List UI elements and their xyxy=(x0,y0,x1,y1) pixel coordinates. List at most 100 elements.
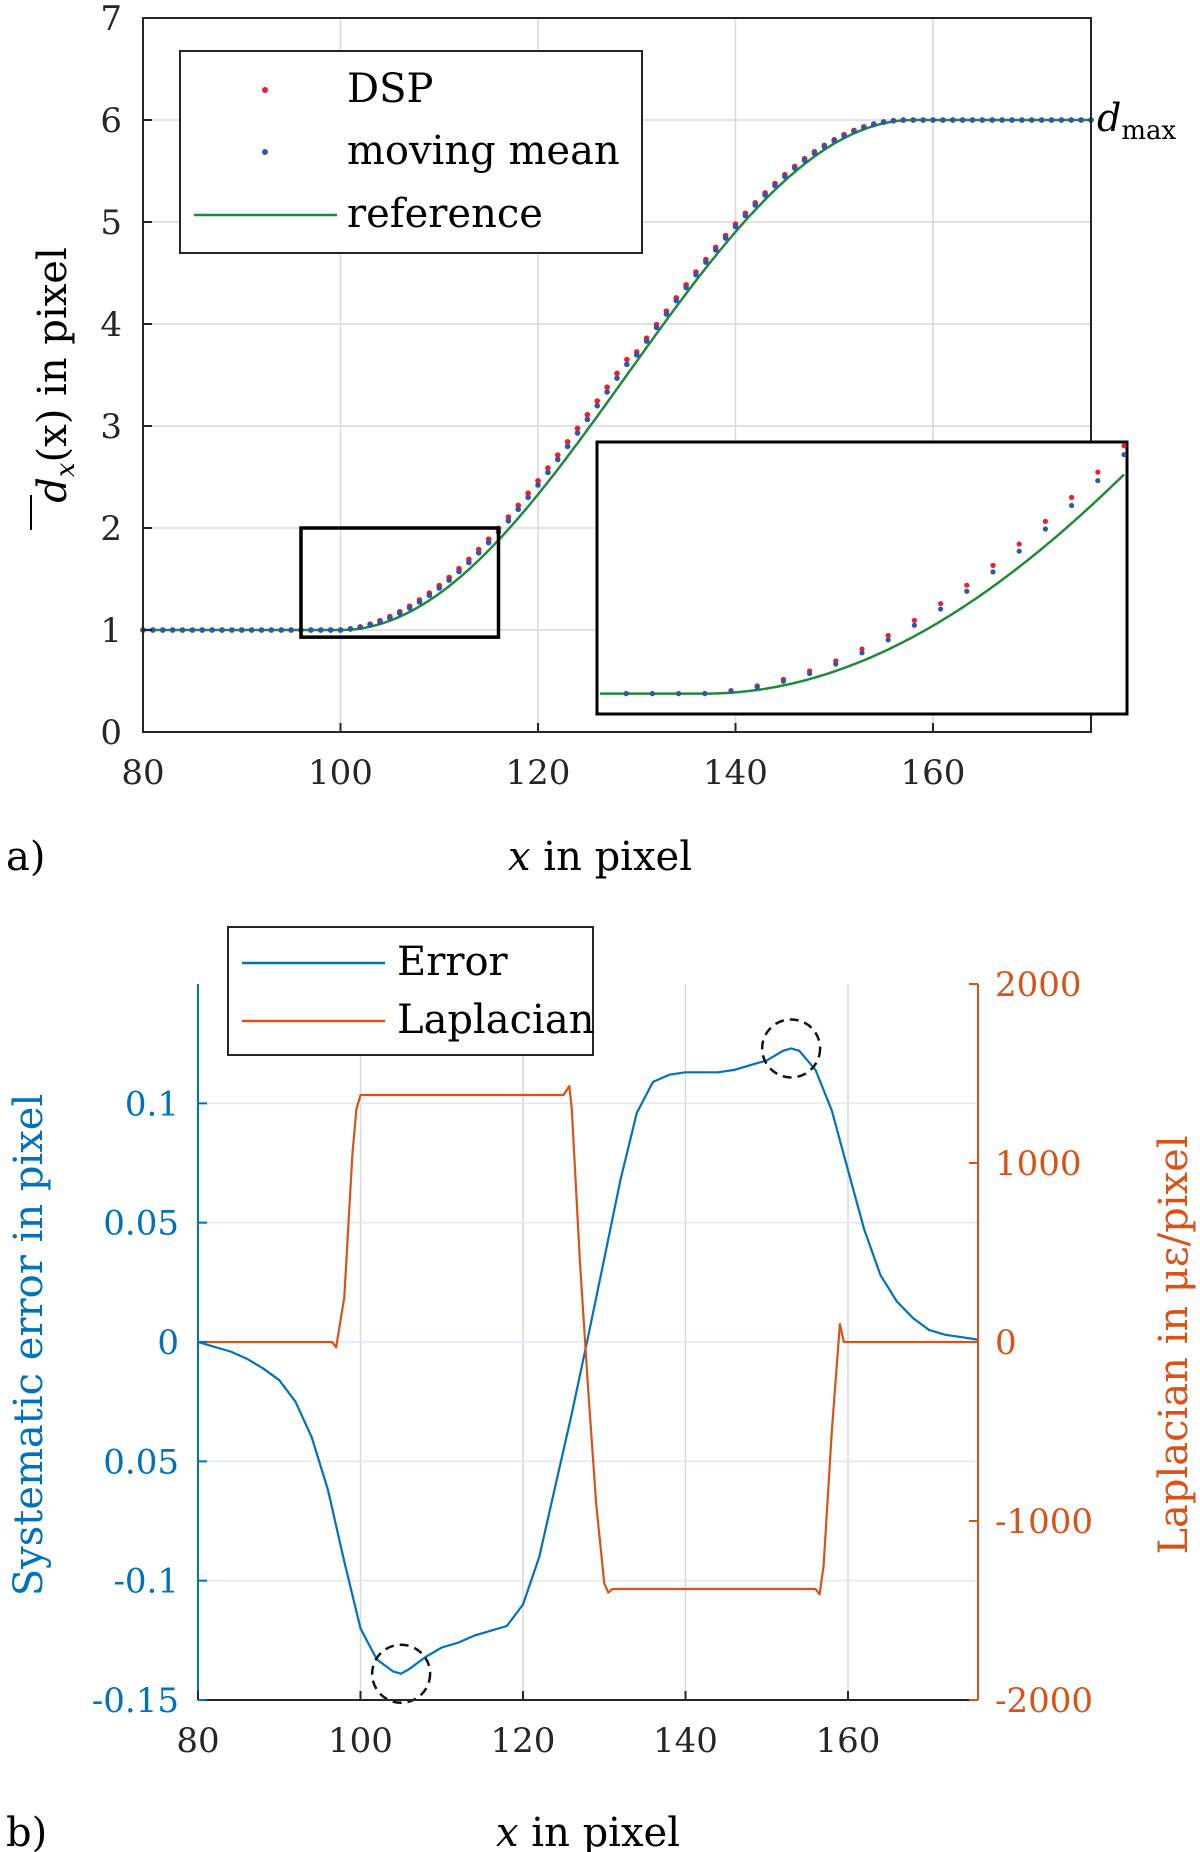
right-tick-label-1: -1000 xyxy=(995,1502,1093,1542)
moving-mean-point-165 xyxy=(979,117,986,123)
moving-mean-point-168 xyxy=(1009,117,1015,123)
inset-data xyxy=(600,443,1127,697)
moving-mean-point-118 xyxy=(515,506,522,513)
moving-mean-point-115 xyxy=(485,539,492,546)
dsp-point-129 xyxy=(624,356,630,363)
moving-mean-point-134 xyxy=(673,297,680,304)
inset-dsp-point-116 xyxy=(1121,443,1127,449)
moving-mean-point-93 xyxy=(268,627,275,633)
moving-mean-point-109 xyxy=(426,592,433,599)
moving-mean-point-112 xyxy=(456,568,462,575)
moving-mean-point-128 xyxy=(614,375,620,381)
right-tick-label-4: 2000 xyxy=(995,965,1082,1005)
x-tick-label-160: 160 xyxy=(816,1721,881,1761)
moving-mean-point-98 xyxy=(317,627,324,633)
moving-mean-point-137 xyxy=(703,259,709,265)
moving-mean-point-145 xyxy=(782,173,788,180)
moving-mean-point-108 xyxy=(416,599,423,605)
dsp-point-119 xyxy=(525,490,531,497)
inset-moving-mean-point-103 xyxy=(780,678,787,684)
inset-dsp-point-108 xyxy=(911,617,918,623)
moving-mean-point-106 xyxy=(396,610,403,617)
y-tick-label-7: 7 xyxy=(100,0,122,39)
right-tick-label-2: 0 xyxy=(995,1323,1017,1363)
moving-mean-point-83 xyxy=(169,627,176,633)
moving-mean-point-101 xyxy=(347,626,354,632)
moving-mean-point-146 xyxy=(791,165,798,171)
x-tick-label-80: 80 xyxy=(121,753,164,793)
moving-mean-point-131 xyxy=(643,338,650,344)
moving-mean-point-97 xyxy=(308,627,314,633)
inset-moving-mean-point-105 xyxy=(833,661,839,667)
moving-mean-point-157 xyxy=(900,117,907,123)
inset-moving-mean-point-113 xyxy=(1042,526,1048,532)
moving-mean-point-82 xyxy=(159,627,166,633)
moving-mean-point-100 xyxy=(337,627,344,633)
inset-dsp-point-112 xyxy=(1016,541,1022,547)
moving-mean-point-173 xyxy=(1058,117,1065,123)
left-tick-label-3: 0 xyxy=(157,1323,179,1363)
inset-dsp-point-114 xyxy=(1069,494,1075,500)
moving-mean-point-125 xyxy=(584,416,591,423)
dsp-point-123 xyxy=(564,438,571,445)
moving-mean-point-158 xyxy=(910,117,917,123)
laplacian-line xyxy=(198,1084,978,1596)
moving-mean-point-114 xyxy=(475,550,482,556)
inset-moving-mean-point-110 xyxy=(964,588,970,594)
inset-dsp-point-107 xyxy=(885,632,891,639)
dsp-point-126 xyxy=(594,398,601,404)
dsp-point-117 xyxy=(505,514,512,520)
right-tick-label-0: -2000 xyxy=(995,1681,1093,1721)
inset-reference-line xyxy=(600,473,1125,695)
left-tick-label-1: -0.1 xyxy=(113,1562,179,1602)
inset-moving-mean-point-100 xyxy=(702,690,708,697)
dsp-point-124 xyxy=(574,425,581,432)
extremum-highlight-circle-153 xyxy=(760,1018,822,1079)
moving-mean-point-163 xyxy=(959,117,966,123)
moving-mean-point-89 xyxy=(229,627,235,633)
inset-moving-mean-point-104 xyxy=(807,670,813,677)
panel-a-y-axis-label: dx(x) in pixel xyxy=(30,247,81,502)
moving-mean-point-169 xyxy=(1019,117,1025,123)
moving-mean-point-105 xyxy=(387,615,393,621)
inset-dsp-point-113 xyxy=(1042,518,1048,524)
moving-mean-point-124 xyxy=(574,430,581,436)
y-tick-label-1: 1 xyxy=(100,611,122,651)
moving-mean-point-162 xyxy=(949,117,956,123)
moving-mean-point-103 xyxy=(367,622,373,628)
inset-moving-mean-point-112 xyxy=(1016,548,1022,554)
moving-mean-point-95 xyxy=(288,627,294,633)
inset-moving-mean-point-106 xyxy=(859,650,865,656)
left-tick-label-2: 0.05 xyxy=(103,1442,179,1482)
moving-mean-point-141 xyxy=(742,212,749,219)
x-tick-label-160: 160 xyxy=(901,753,966,793)
moving-mean-point-150 xyxy=(831,138,838,144)
panel-b-right-axis-label: Laplacian in με/pixel xyxy=(1151,1135,1197,1554)
right-tick-label-3: 1000 xyxy=(995,1144,1082,1184)
dsp-point-118 xyxy=(515,502,522,509)
panel-b-left-axis-label: Systematic error in pixel xyxy=(6,1094,52,1597)
left-tick-label-5: 0.1 xyxy=(125,1084,179,1124)
moving-mean-point-119 xyxy=(525,494,531,501)
moving-mean-point-164 xyxy=(969,117,976,123)
moving-mean-point-149 xyxy=(821,143,828,150)
panel-b-ticks: 80 100 120 140 160 -0.15 -0.1 0.05 0 0.05 0.1 -2000… xyxy=(92,965,1093,1761)
moving-mean-point-172 xyxy=(1048,117,1055,123)
moving-mean-point-90 xyxy=(238,627,245,633)
panel-b-x-axis-label: x in pixel xyxy=(496,1810,680,1852)
legend-frame xyxy=(227,926,594,1056)
moving-mean-point-123 xyxy=(564,443,571,450)
moving-mean-point-132 xyxy=(653,324,660,331)
moving-mean-point-107 xyxy=(406,605,413,611)
left-tick-label-4: 0.05 xyxy=(103,1204,179,1244)
zoom-region-box xyxy=(299,526,501,639)
inset-moving-mean-point-115 xyxy=(1095,478,1101,484)
legend-reference-label: reference xyxy=(347,191,543,237)
moving-mean-point-148 xyxy=(811,150,818,157)
extremum-highlight-circle-105 xyxy=(370,1643,432,1704)
moving-mean-point-171 xyxy=(1038,117,1045,123)
x-tick-label-120: 120 xyxy=(506,753,571,793)
moving-mean-point-87 xyxy=(209,627,215,633)
inset-moving-mean-point-114 xyxy=(1069,502,1075,509)
